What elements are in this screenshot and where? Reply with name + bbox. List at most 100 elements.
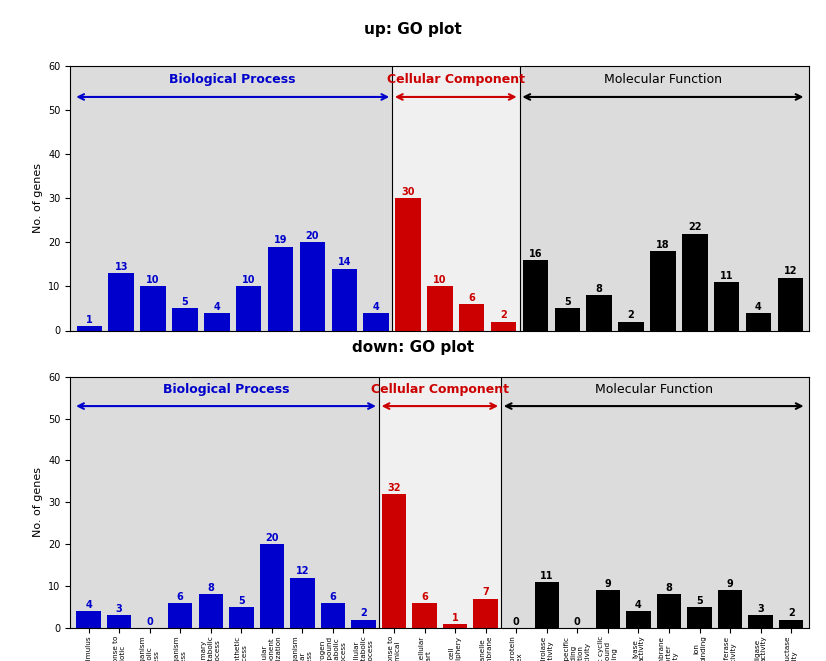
Bar bbox=[779, 619, 804, 628]
Text: 6: 6 bbox=[330, 592, 336, 602]
Bar bbox=[473, 599, 498, 628]
Text: 3: 3 bbox=[757, 604, 764, 614]
Bar bbox=[626, 611, 651, 628]
Text: 12: 12 bbox=[296, 566, 309, 576]
Bar bbox=[300, 243, 325, 330]
Bar bbox=[687, 607, 712, 628]
Text: 14: 14 bbox=[338, 258, 351, 268]
Text: 0: 0 bbox=[146, 617, 153, 627]
Bar bbox=[534, 582, 559, 628]
Text: 8: 8 bbox=[666, 583, 672, 593]
Bar bbox=[682, 233, 708, 330]
Bar bbox=[229, 607, 254, 628]
Text: 10: 10 bbox=[242, 275, 255, 285]
Bar bbox=[392, 66, 520, 331]
Text: 2: 2 bbox=[360, 608, 367, 618]
Text: down: GO plot: down: GO plot bbox=[352, 340, 474, 354]
Bar bbox=[204, 313, 230, 330]
Text: 4: 4 bbox=[85, 600, 92, 610]
Bar bbox=[619, 322, 643, 330]
Bar bbox=[108, 273, 134, 330]
Bar bbox=[363, 313, 389, 330]
Text: Cellular Component: Cellular Component bbox=[371, 383, 509, 396]
Text: 11: 11 bbox=[720, 271, 733, 281]
Text: 2: 2 bbox=[788, 608, 795, 618]
Bar bbox=[331, 269, 357, 330]
Text: 4: 4 bbox=[213, 301, 221, 311]
Bar bbox=[198, 594, 223, 628]
Bar bbox=[714, 282, 739, 330]
Bar bbox=[427, 286, 453, 330]
Text: 1: 1 bbox=[86, 315, 93, 325]
Bar bbox=[748, 615, 773, 628]
Text: 16: 16 bbox=[529, 249, 542, 258]
Text: 4: 4 bbox=[755, 301, 762, 311]
Text: 8: 8 bbox=[207, 583, 214, 593]
Text: 11: 11 bbox=[540, 570, 553, 580]
Text: 10: 10 bbox=[146, 275, 159, 285]
Bar bbox=[395, 198, 420, 330]
Text: up: GO plot: up: GO plot bbox=[364, 22, 462, 37]
Text: 5: 5 bbox=[238, 596, 244, 605]
Bar bbox=[77, 326, 102, 330]
Text: 2: 2 bbox=[501, 311, 507, 321]
Bar bbox=[382, 494, 406, 628]
Text: Molecular Function: Molecular Function bbox=[604, 73, 722, 86]
Text: 4: 4 bbox=[373, 301, 379, 311]
Text: 5: 5 bbox=[696, 596, 703, 605]
Text: 0: 0 bbox=[513, 617, 520, 627]
Text: 9: 9 bbox=[727, 579, 733, 589]
Bar bbox=[168, 603, 192, 628]
Bar bbox=[491, 322, 516, 330]
Text: Molecular Function: Molecular Function bbox=[595, 383, 713, 396]
Bar bbox=[379, 377, 501, 628]
Bar bbox=[586, 295, 612, 330]
Bar bbox=[351, 619, 376, 628]
Text: 6: 6 bbox=[468, 293, 475, 303]
Text: 0: 0 bbox=[574, 617, 581, 627]
Bar bbox=[172, 309, 197, 330]
Text: 20: 20 bbox=[306, 231, 319, 241]
Text: Cellular Component: Cellular Component bbox=[387, 73, 525, 86]
Bar bbox=[268, 247, 293, 330]
Text: 6: 6 bbox=[177, 592, 183, 602]
Text: Biological Process: Biological Process bbox=[163, 383, 289, 396]
Text: 3: 3 bbox=[116, 604, 122, 614]
Bar bbox=[718, 590, 743, 628]
Bar bbox=[236, 286, 261, 330]
Text: 5: 5 bbox=[182, 297, 188, 307]
Text: 32: 32 bbox=[387, 483, 401, 492]
Bar bbox=[657, 594, 681, 628]
Y-axis label: No. of genes: No. of genes bbox=[32, 467, 43, 537]
Bar bbox=[746, 313, 771, 330]
Text: 8: 8 bbox=[596, 284, 603, 294]
Bar bbox=[443, 624, 468, 628]
Text: 13: 13 bbox=[115, 262, 128, 272]
Text: 20: 20 bbox=[265, 533, 278, 543]
Text: 5: 5 bbox=[564, 297, 571, 307]
Text: 7: 7 bbox=[482, 588, 489, 598]
Bar bbox=[650, 251, 676, 330]
Bar bbox=[554, 309, 580, 330]
Bar bbox=[412, 603, 437, 628]
Text: 10: 10 bbox=[433, 275, 447, 285]
Text: 9: 9 bbox=[605, 579, 611, 589]
Bar bbox=[320, 603, 345, 628]
Text: 6: 6 bbox=[421, 592, 428, 602]
Text: 12: 12 bbox=[784, 266, 797, 276]
Bar bbox=[777, 278, 803, 330]
Text: Biological Process: Biological Process bbox=[169, 73, 296, 86]
Bar bbox=[107, 615, 131, 628]
Text: 22: 22 bbox=[688, 222, 701, 232]
Text: 18: 18 bbox=[656, 240, 670, 250]
Bar bbox=[459, 304, 485, 330]
Bar bbox=[76, 611, 101, 628]
Text: 30: 30 bbox=[401, 187, 415, 197]
Text: 1: 1 bbox=[452, 613, 458, 623]
Text: 4: 4 bbox=[635, 600, 642, 610]
Bar bbox=[596, 590, 620, 628]
Text: 2: 2 bbox=[628, 311, 634, 321]
Bar bbox=[523, 260, 548, 330]
Text: 19: 19 bbox=[273, 235, 287, 245]
Bar bbox=[259, 544, 284, 628]
